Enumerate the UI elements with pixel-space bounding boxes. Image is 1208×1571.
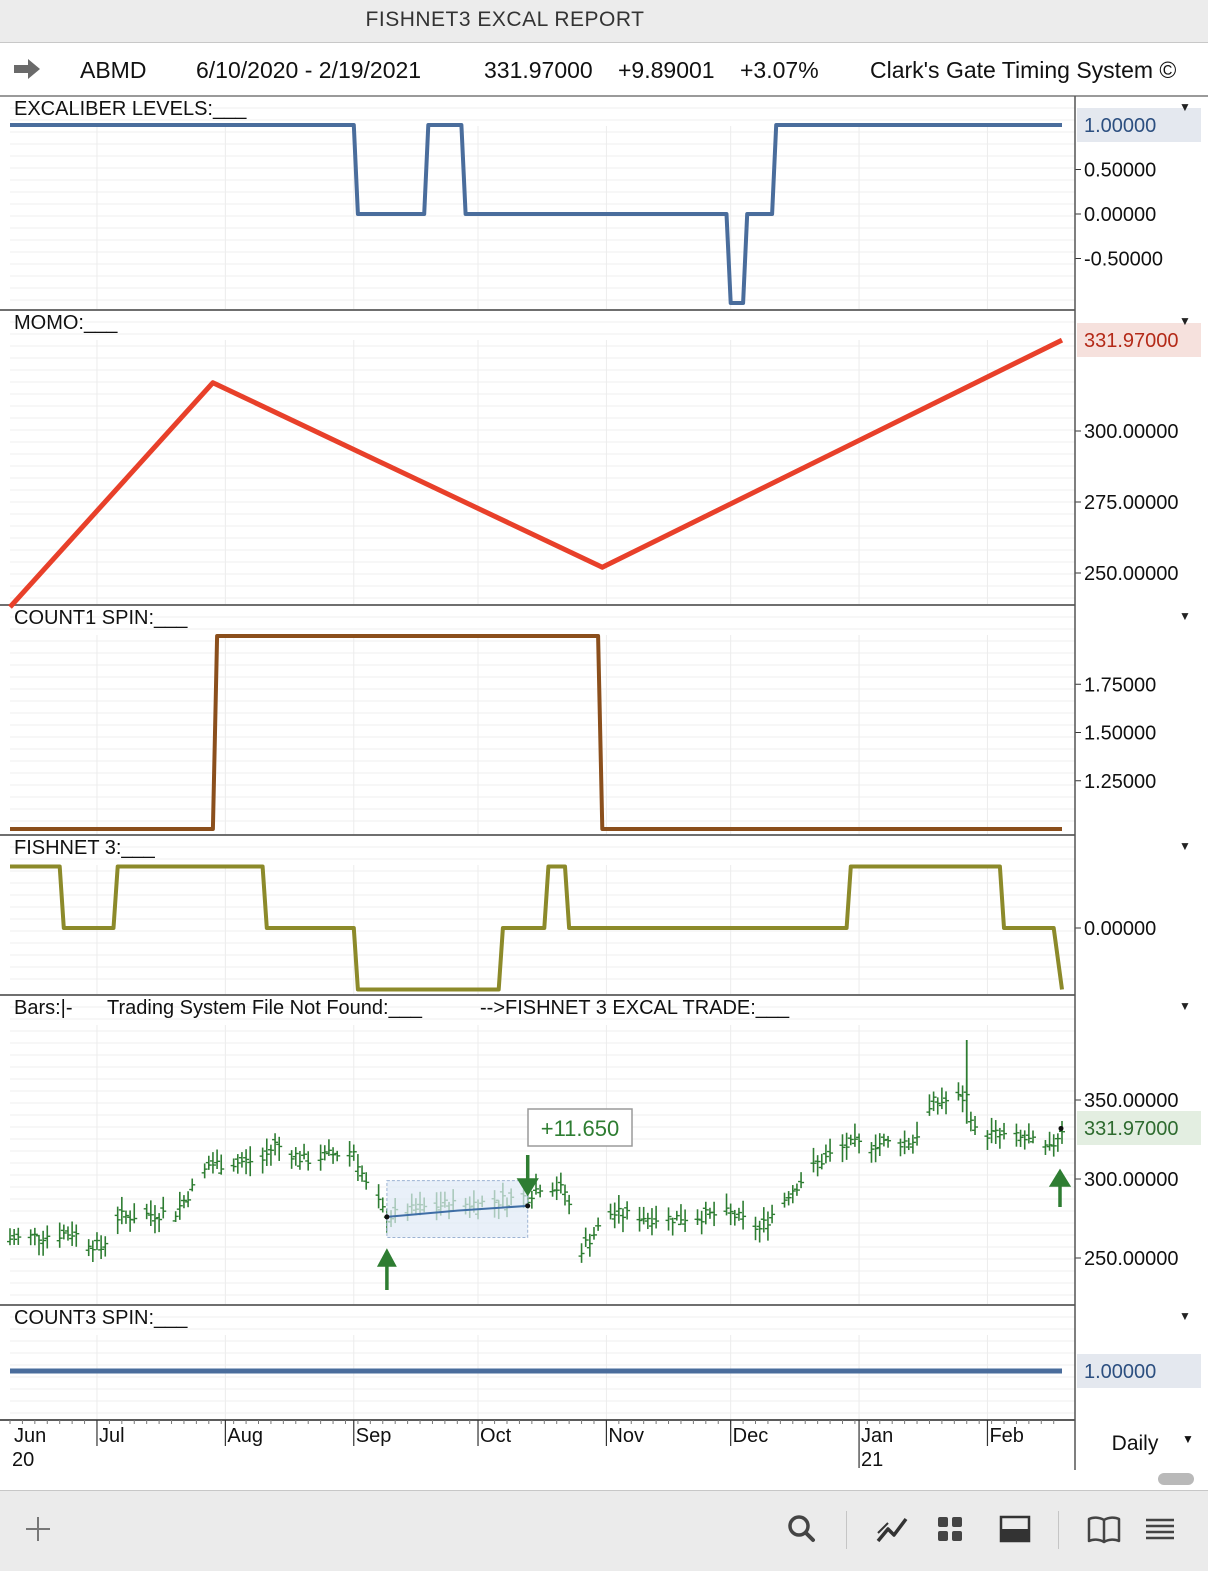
x-tick-label: Feb [989,1425,1023,1447]
y-tick-label: 300.00000 [1084,421,1179,443]
buy-arrow-icon [376,1248,397,1290]
chart-area[interactable]: 0.50000 0.00000 -0.50000 300.00000 275.00000… [0,96,1208,1490]
date-range: 6/10/2020 - 2/19/2021 [196,57,422,83]
x-tick-label: Sep [356,1425,392,1447]
chevron-down-icon: ▼ [1182,1432,1194,1446]
count1-panel-title: COUNT1 SPIN:___ [14,607,188,629]
panel-menu-chevron-icon[interactable]: ▼ [1179,839,1191,853]
excaliber-last-value: 1.00000 [1084,115,1156,137]
timeframe-label: Daily [1111,1432,1159,1455]
symbol-label: ABMD [80,57,147,83]
y-tick-label: 0.50000 [1084,160,1156,182]
window-title: FISHNET3 EXCAL REPORT [365,8,645,31]
y-tick-label: 0.00000 [1084,918,1156,940]
x-tick-label: Nov [608,1425,644,1447]
toolbar-divider [846,1511,847,1549]
search-icon[interactable] [782,1509,822,1549]
trade-entry-dot [384,1214,390,1220]
y-tick-label: 0.00000 [1084,204,1156,226]
window-titlebar: FISHNET3 EXCAL REPORT [0,0,1208,43]
count3-last-value-bg [1077,1354,1201,1388]
trade-path-line [386,1204,528,1218]
y-tick-label: 250.00000 [1084,563,1179,585]
fishnet-3-series-line [10,864,1064,992]
panel-layout-icon[interactable] [995,1509,1035,1549]
momo-panel-title: MOMO:___ [14,312,118,334]
arrow-right-icon[interactable] [12,57,42,81]
count3-panel [10,1316,1075,1420]
sell-arrow-icon [516,1155,539,1197]
grid-layout-icon[interactable] [930,1509,970,1549]
timeframe-selector[interactable]: Daily ▼ [1080,1432,1194,1456]
momo-last-value: 331.97000 [1084,330,1179,352]
x-tick-label: Jul [99,1425,125,1447]
x-tick-label: Dec [733,1425,769,1447]
bars-last-value-bg [1077,1111,1201,1145]
x-year-label: 21 [861,1449,883,1471]
x-tick-label: Oct [480,1425,512,1447]
price-change: +9.89001 [618,57,715,83]
y-tick-label: 300.00000 [1084,1169,1179,1191]
panel-menu-chevron-icon[interactable]: ▼ [1179,1309,1191,1323]
trade-gain-box [527,1108,633,1147]
buy-arrow-icon [1048,1168,1072,1207]
y-tick-label: 1.75000 [1084,674,1156,696]
fishnet-panel-title: FISHNET 3:___ [14,837,155,859]
excaliber-levels-series-line [10,123,1062,305]
x-tick-label: Jan [861,1425,893,1447]
count1-panel: 1.75000 1.50000 1.25000 [10,616,1156,835]
count1-spin-series-line [10,634,1062,831]
excaliber-panel: 0.50000 0.00000 -0.50000 [10,107,1163,310]
y-tick-label: 1.25000 [1084,771,1156,793]
y-tick-label: 350.00000 [1084,1090,1179,1112]
fishnet-trade-title: -->FISHNET 3 EXCAL TRADE:___ [480,997,790,1019]
last-bar-dot [1058,1125,1064,1131]
chart-line-icon[interactable] [872,1509,912,1549]
y-tick-label: 250.00000 [1084,1248,1179,1270]
vendor-label: Clark's Gate Timing System © [870,57,1177,83]
bars-panel: 350.00000 300.00000 250.00000 [10,1006,1179,1305]
trade-gain-label: +11.650 [541,1116,620,1141]
book-icon[interactable] [1084,1509,1124,1549]
excaliber-panel-title: EXCALIBER LEVELS:___ [14,98,247,120]
trade-exit-dot [525,1203,531,1209]
count3-last-value: 1.00000 [1084,1361,1156,1383]
y-tick-label: -0.50000 [1084,249,1163,271]
momo-series-line [8,337,1064,609]
add-icon[interactable] [18,1509,58,1549]
bottom-toolbar [0,1490,1208,1571]
symbol-info-bar: ABMD 6/10/2020 - 2/19/2021 331.97000 +9.… [0,43,1208,97]
bars-last-value: 331.97000 [1084,1118,1179,1140]
x-year-label: 20 [12,1449,34,1471]
panel-menu-chevron-icon[interactable]: ▼ [1179,999,1191,1013]
x-tick-label: Aug [227,1425,263,1447]
trading-system-title: Trading System File Not Found:___ [107,997,422,1019]
horizontal-scrollbar[interactable] [1158,1473,1194,1485]
momo-panel: 300.00000 275.00000 250.00000 [10,321,1179,605]
x-tick-label: Jun [14,1425,46,1447]
panel-menu-chevron-icon[interactable]: ▼ [1179,100,1191,114]
trade-box [386,1180,529,1238]
menu-icon[interactable] [1140,1509,1180,1549]
last-price: 331.97000 [484,57,593,83]
fishnet-panel: 0.00000 [10,846,1156,995]
panel-menu-chevron-icon[interactable]: ▼ [1179,609,1191,623]
excaliber-last-value-bg [1077,108,1201,142]
panel-menu-chevron-icon[interactable]: ▼ [1179,314,1191,328]
price-change-pct: +3.07% [740,57,819,83]
count3-panel-title: COUNT3 SPIN:___ [14,1307,188,1329]
y-tick-label: 1.50000 [1084,723,1156,745]
bars-panel-title: Bars:|- [14,997,73,1019]
toolbar-divider [1058,1511,1059,1549]
momo-last-value-bg [1077,323,1201,357]
y-tick-label: 275.00000 [1084,492,1179,514]
